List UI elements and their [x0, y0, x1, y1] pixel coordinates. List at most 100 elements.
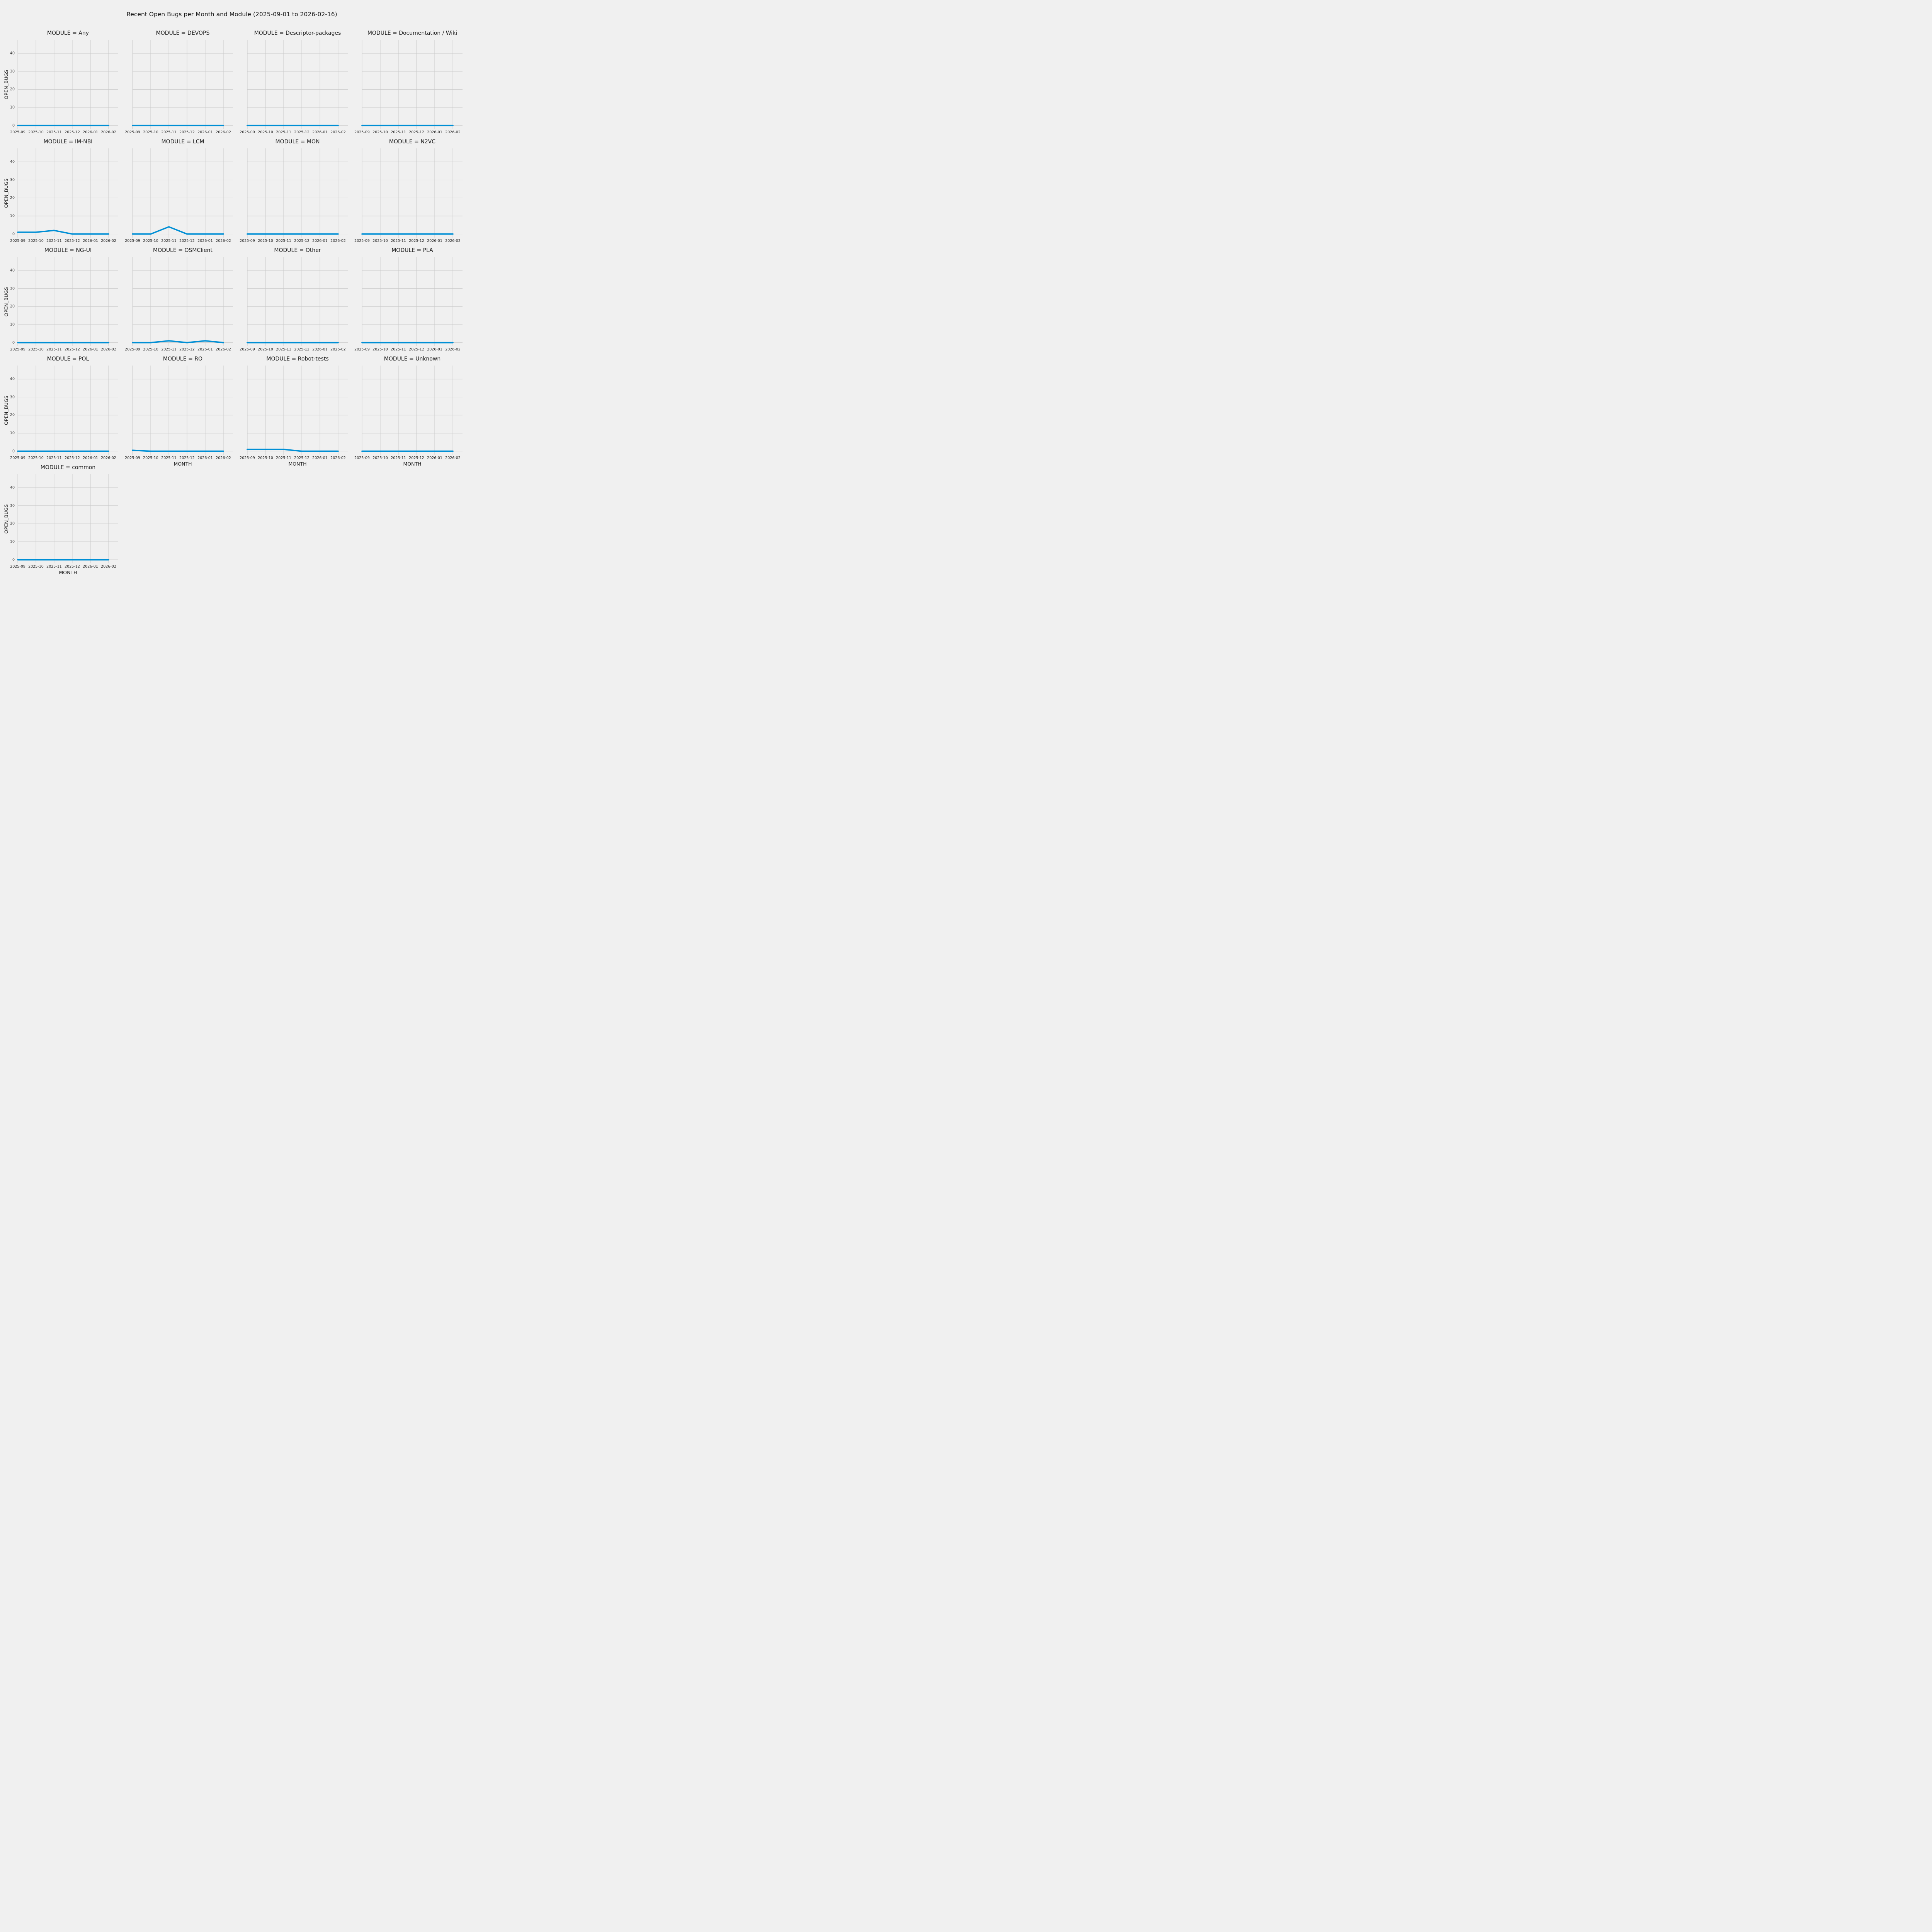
- x-tick-label: 2025-12: [65, 456, 80, 460]
- line-chart: [132, 40, 233, 129]
- x-tick-label: 2025-11: [391, 347, 406, 352]
- x-tick-label: 2025-12: [65, 130, 80, 134]
- line-chart: [17, 257, 118, 346]
- y-tick-label: 0: [12, 449, 15, 454]
- x-tick-label: 2025-12: [65, 239, 80, 243]
- x-tick-label: 2025-11: [276, 456, 291, 460]
- x-tick-label: 2026-01: [312, 239, 328, 243]
- data-line: [132, 226, 224, 235]
- x-tick-label: 2026-02: [330, 130, 346, 134]
- x-tick-label: 2025-09: [10, 347, 26, 352]
- x-tick-label: 2025-12: [179, 347, 195, 352]
- facet-title: MODULE = OSMClient: [153, 247, 213, 253]
- x-tick-label: 2025-12: [65, 565, 80, 569]
- x-tick-label: 2025-11: [161, 130, 177, 134]
- y-tick-label: 10: [10, 539, 15, 544]
- x-tick-label: 2026-02: [216, 347, 231, 352]
- facet-title: MODULE = MON: [275, 139, 320, 145]
- y-tick-label: 0: [12, 340, 15, 345]
- x-axis-label: MONTH: [59, 570, 77, 575]
- x-tick-label: 2025-12: [294, 239, 310, 243]
- facet-subplot-pla: MODULE = PLA 2025-09 2025-10 2025-11 2025-12…: [354, 247, 463, 352]
- x-tick-label: 2025-12: [294, 130, 310, 134]
- x-tick-label: 2025-09: [125, 130, 140, 134]
- x-axis-label: MONTH: [403, 461, 422, 467]
- line-chart: [361, 40, 463, 129]
- y-axis-label: OPEN_BUGS: [3, 178, 9, 208]
- line-chart: [132, 257, 233, 346]
- x-tick-label: 2025-11: [391, 239, 406, 243]
- grid: [362, 366, 463, 455]
- y-tick-label: 20: [10, 521, 15, 526]
- x-tick-label: 2025-10: [258, 130, 273, 134]
- x-tick-label: 2026-02: [101, 347, 116, 352]
- y-tick-label: 10: [10, 105, 15, 110]
- x-tick-label: 2025-10: [143, 347, 158, 352]
- grid: [362, 40, 463, 129]
- line-chart: [247, 40, 348, 129]
- x-tick-label: 2025-11: [46, 239, 62, 243]
- x-axis-label: MONTH: [288, 461, 307, 467]
- x-tick-label: 2025-09: [10, 456, 26, 460]
- figure-title: Recent Open Bugs per Month and Module (2…: [126, 11, 337, 18]
- y-tick-label: 10: [10, 322, 15, 327]
- x-tick-label: 2025-10: [143, 239, 158, 243]
- facet-title: MODULE = Any: [47, 30, 89, 36]
- y-tick-label: 30: [10, 286, 15, 291]
- facet-subplot-documentation-wiki: MODULE = Documentation / Wiki 2025-09 2025…: [354, 30, 463, 134]
- y-tick-label: 20: [10, 196, 15, 200]
- x-tick-label: 2026-01: [197, 130, 213, 134]
- data-line: [132, 449, 224, 452]
- x-tick-label: 2025-12: [294, 456, 310, 460]
- x-tick-label: 2026-01: [83, 239, 98, 243]
- x-tick-label: 2026-01: [312, 130, 328, 134]
- x-tick-label: 2025-10: [372, 456, 388, 460]
- x-tick-label: 2025-09: [10, 565, 26, 569]
- grid: [17, 40, 118, 129]
- facet-title: MODULE = Documentation / Wiki: [367, 30, 457, 36]
- y-axis-label: OPEN_BUGS: [3, 395, 9, 425]
- x-tick-label: 2025-10: [372, 239, 388, 243]
- x-tick-label: 2025-09: [125, 456, 140, 460]
- x-tick-label: 2026-01: [427, 347, 442, 352]
- y-tick-label: 30: [10, 178, 15, 182]
- y-tick-label: 30: [10, 69, 15, 74]
- x-tick-label: 2026-02: [216, 239, 231, 243]
- data-line: [17, 230, 109, 235]
- facet-subplot-robot-tests: MODULE = Robot-tests 2025-09 2025-10 2025-1…: [240, 356, 348, 467]
- x-tick-label: 2025-11: [161, 347, 177, 352]
- x-tick-label: 2026-02: [330, 456, 346, 460]
- x-tick-label: 2025-11: [46, 565, 62, 569]
- facet-subplot-lcm: MODULE = LCM 2025-09 2025-10 2025-11 2025-12…: [125, 139, 233, 243]
- x-tick-label: 2025-11: [276, 347, 291, 352]
- facet-title: MODULE = NG-UI: [44, 247, 92, 253]
- y-tick-label: 20: [10, 413, 15, 417]
- grid: [132, 366, 233, 455]
- x-tick-label: 2025-10: [258, 347, 273, 352]
- x-tick-label: 2025-10: [258, 456, 273, 460]
- y-tick-label: 20: [10, 87, 15, 92]
- x-tick-label: 2025-11: [46, 347, 62, 352]
- x-tick-label: 2026-01: [312, 347, 328, 352]
- x-tick-label: 2026-01: [83, 565, 98, 569]
- y-tick-label: 0: [12, 558, 15, 562]
- grid: [17, 366, 118, 455]
- grid: [132, 40, 233, 129]
- x-tick-label: 2026-01: [197, 456, 213, 460]
- y-tick-label: 30: [10, 503, 15, 508]
- grid: [17, 148, 118, 238]
- data-line: [132, 340, 224, 344]
- x-tick-label: 2025-11: [161, 456, 177, 460]
- x-tick-label: 2026-02: [445, 130, 461, 134]
- line-chart: [361, 148, 463, 238]
- line-chart: [247, 148, 348, 238]
- x-tick-label: 2025-12: [409, 456, 424, 460]
- x-tick-label: 2025-09: [10, 239, 26, 243]
- x-tick-label: 2026-01: [427, 456, 442, 460]
- y-tick-label: 40: [10, 268, 15, 273]
- facet-title: MODULE = LCM: [161, 139, 204, 145]
- x-tick-label: 2025-12: [409, 130, 424, 134]
- y-tick-label: 20: [10, 304, 15, 309]
- facet-title: MODULE = PLA: [391, 247, 433, 253]
- facet-title: MODULE = DEVOPS: [156, 30, 210, 36]
